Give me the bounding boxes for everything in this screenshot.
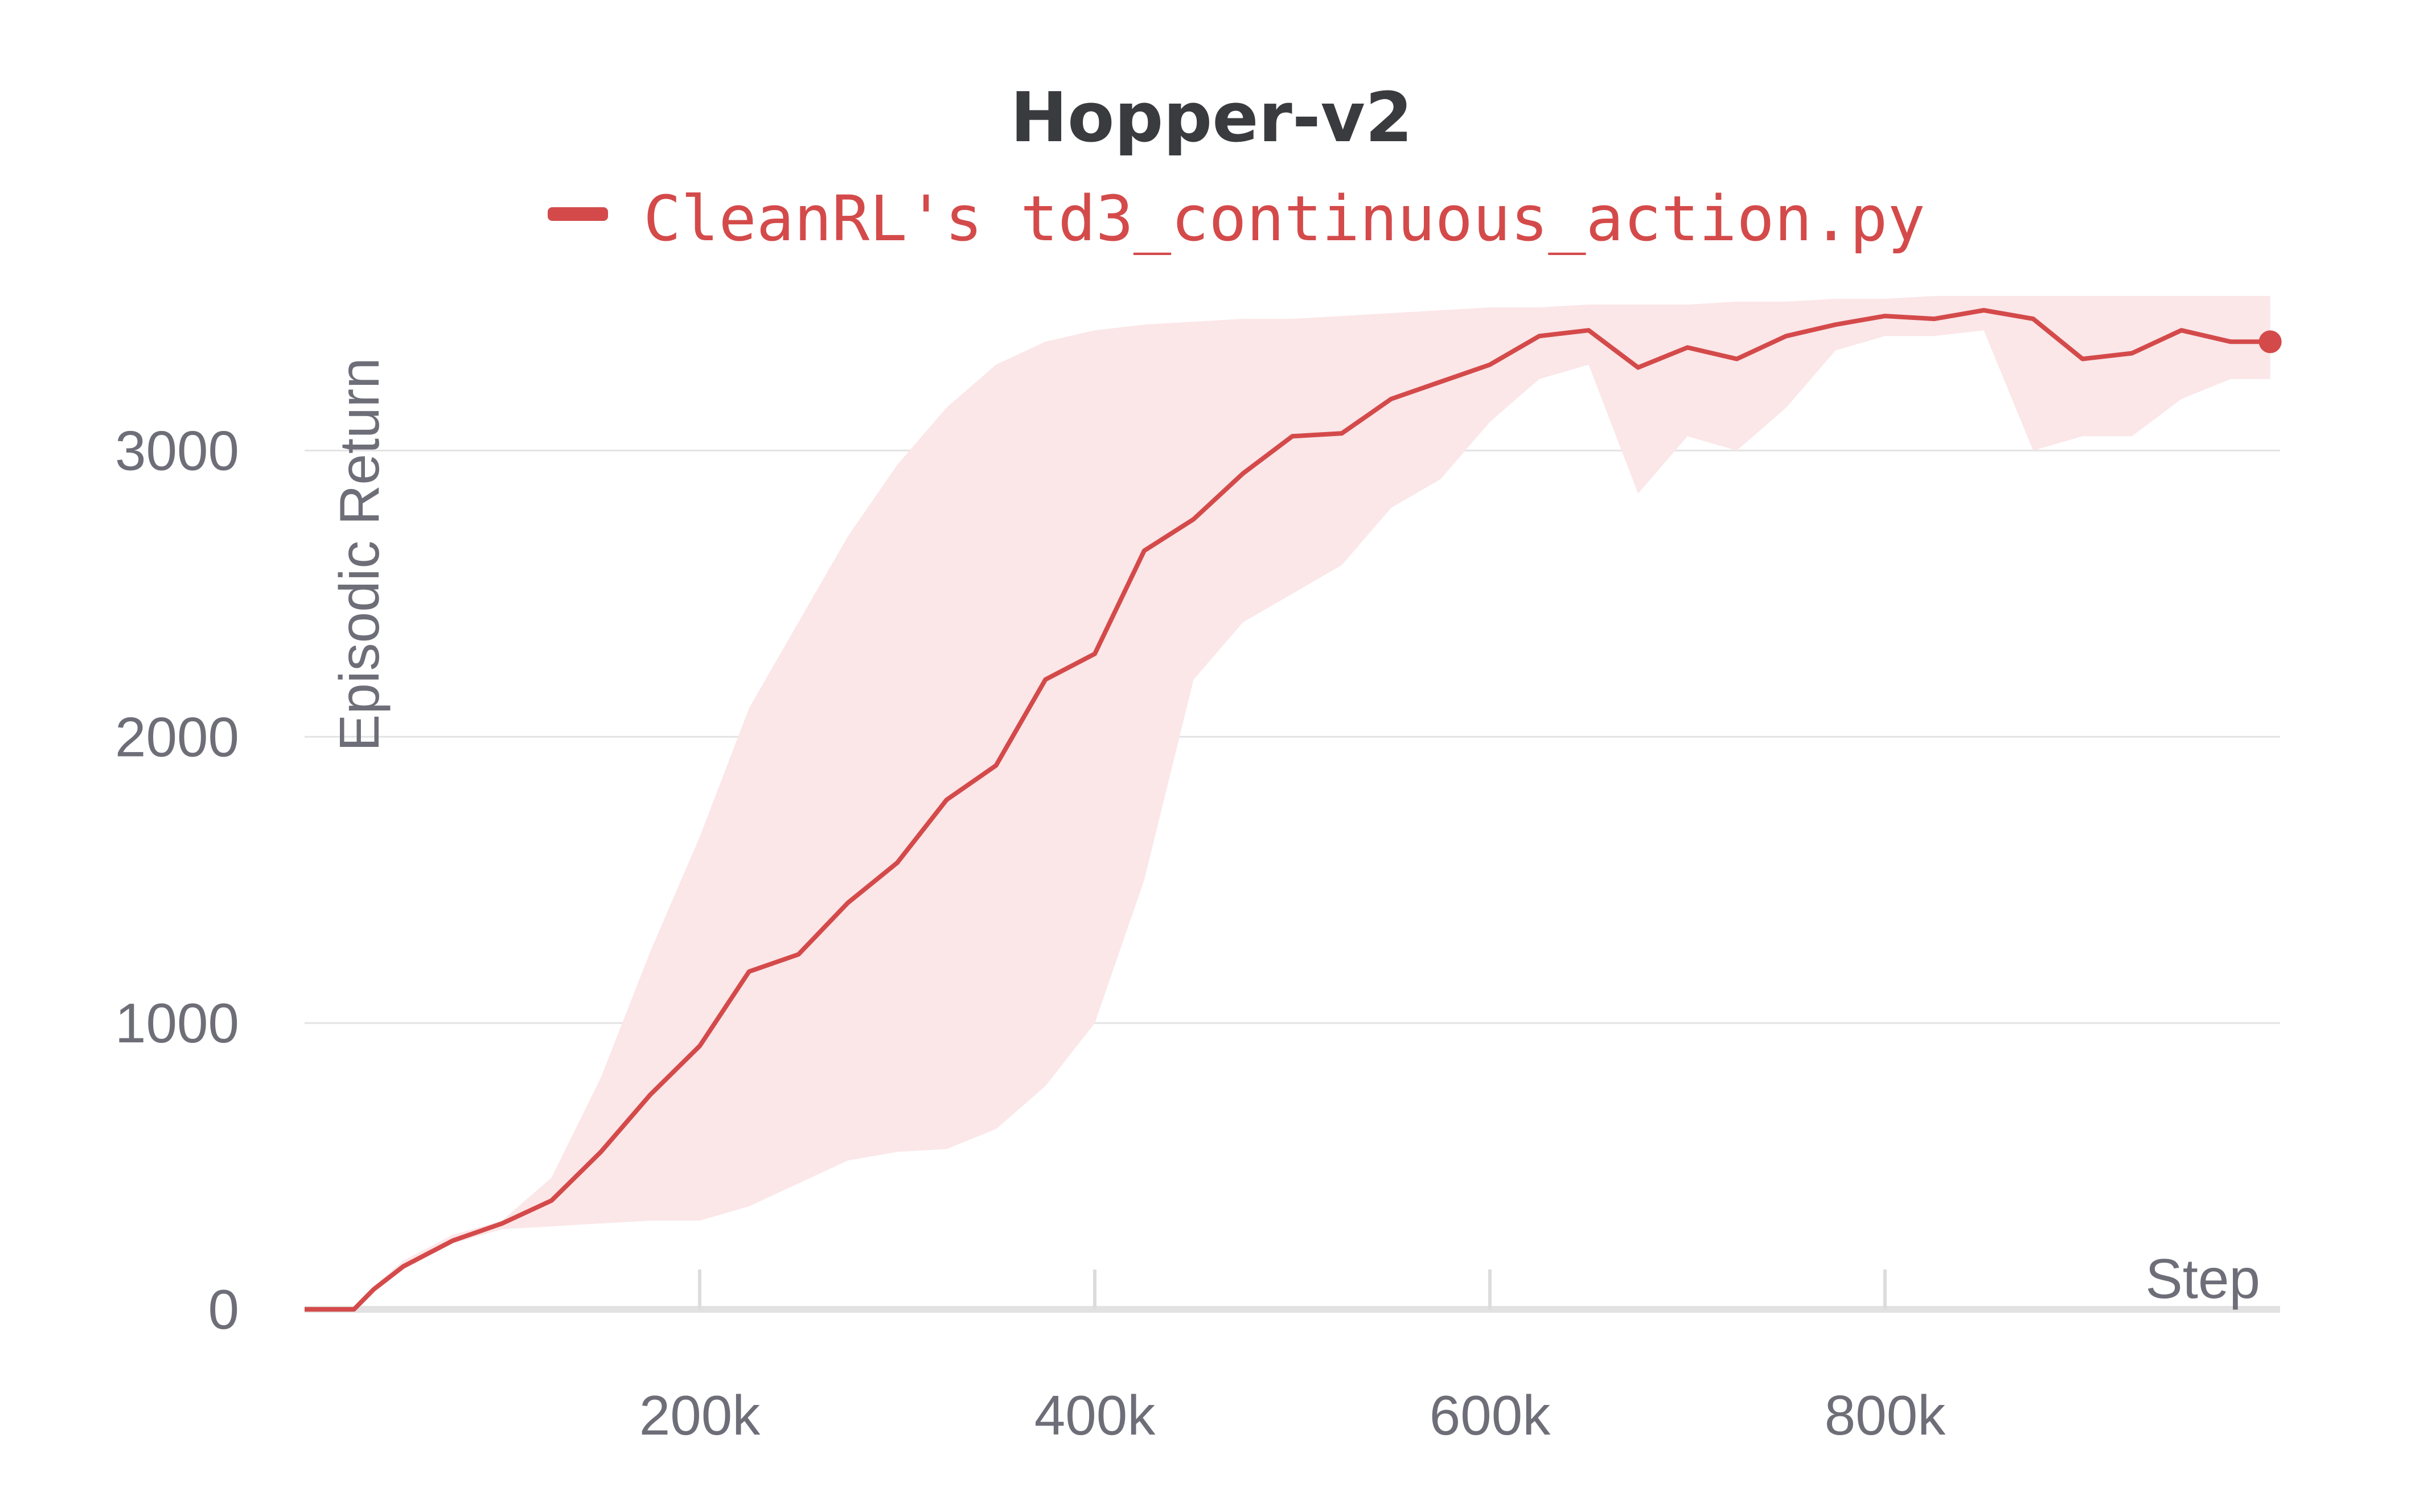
x-tick-label: 600k xyxy=(1430,1384,1551,1447)
x-tick-label: 800k xyxy=(1825,1384,1946,1447)
legend-label: CleanRL's td3_continuous_action.py xyxy=(643,182,1925,255)
y-tick-label: 3000 xyxy=(115,419,239,482)
y-tick-label: 1000 xyxy=(115,992,239,1054)
y-tick-label: 0 xyxy=(208,1278,239,1341)
x-tick-label: 200k xyxy=(639,1384,761,1447)
y-ticks: 0 1000 2000 3000 xyxy=(115,419,239,1341)
x-axis-line xyxy=(305,1306,2280,1313)
y-tick-label: 2000 xyxy=(115,705,239,768)
y-axis-title: Episodic Return xyxy=(328,358,391,751)
x-ticks: 200k 400k 600k 800k xyxy=(639,1269,1946,1447)
series-line xyxy=(305,308,2270,1312)
series-band xyxy=(305,295,2270,1309)
legend-swatch xyxy=(548,207,608,221)
series-endpoint xyxy=(2258,330,2282,354)
chart-title: Hopper-v2 xyxy=(1011,79,1413,158)
x-tick-label: 400k xyxy=(1034,1384,1156,1447)
x-axis-title: Step xyxy=(2145,1247,2260,1310)
